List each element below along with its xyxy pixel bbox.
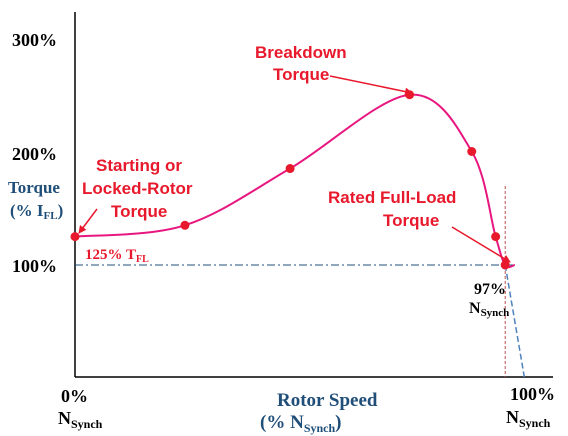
xtick-label-100-top: 100%: [510, 384, 555, 404]
x-axis-subtitle-open: (% N: [260, 412, 304, 433]
xtick-0-sub: Synch: [71, 417, 103, 431]
x-axis-title: Rotor Speed: [277, 390, 378, 411]
data-point-0: [70, 232, 80, 242]
annotation-97pct: 97%: [474, 281, 506, 298]
data-point-2: [285, 164, 295, 174]
x-axis-subtitle-sub: Synch: [304, 421, 336, 435]
data-point-4: [467, 147, 477, 156]
annotation-breakdown-arrow: [329, 75, 413, 96]
annotation-breakdown-line1: Breakdown: [255, 43, 347, 62]
annotation-tfl-value: 125% T: [85, 247, 136, 263]
annotation-nsynch-sub: Synch: [481, 307, 510, 319]
x-axis-subtitle: (% NSynch): [260, 412, 342, 435]
y-axis-title-line2: (% IFL): [10, 201, 63, 222]
y-axis-title-close: ): [58, 201, 64, 220]
data-point-6: [500, 260, 510, 270]
xtick-100-main: N: [506, 407, 519, 427]
data-markers: [70, 90, 510, 270]
annotation-rated-line2: Torque: [383, 211, 439, 230]
annotation-starting-line3: Torque: [111, 202, 167, 221]
x-axis-subtitle-close: ): [335, 412, 341, 433]
y-axis-title-sub: FL: [44, 210, 58, 222]
xtick-100-sub: Synch: [519, 416, 551, 430]
annotation-rated-line1: Rated Full-Load: [328, 188, 456, 207]
xtick-0-main: N: [58, 408, 71, 428]
annotation-starting-line2: Locked-Rotor: [82, 179, 193, 198]
annotation-breakdown-line2: Torque: [273, 65, 329, 84]
annotation-tfl: 125% TFL: [85, 247, 149, 265]
xtick-label-0-top: 0%: [61, 386, 88, 406]
annotation-nsynch-main: N: [469, 300, 481, 317]
data-point-5: [491, 232, 501, 242]
ytick-label-200: 200%: [12, 144, 57, 164]
annotation-rated-arrow: [451, 226, 511, 263]
ytick-label-300: 300%: [12, 30, 57, 50]
xtick-label-100-bottom: NSynch: [506, 407, 551, 430]
torque-dropoff-line: [504, 264, 526, 378]
data-point-1: [180, 220, 190, 230]
annotation-nsynch: NSynch: [469, 300, 509, 319]
annotation-starting-arrow: [78, 208, 98, 234]
y-axis-title-line1: Torque: [8, 178, 60, 197]
xtick-label-0-bottom: NSynch: [58, 408, 103, 431]
annotation-starting-line1: Starting or: [96, 156, 182, 175]
y-axis-title-open: (% I: [10, 201, 44, 220]
ytick-label-100: 100%: [12, 256, 57, 276]
annotation-tfl-sub: FL: [136, 254, 149, 265]
